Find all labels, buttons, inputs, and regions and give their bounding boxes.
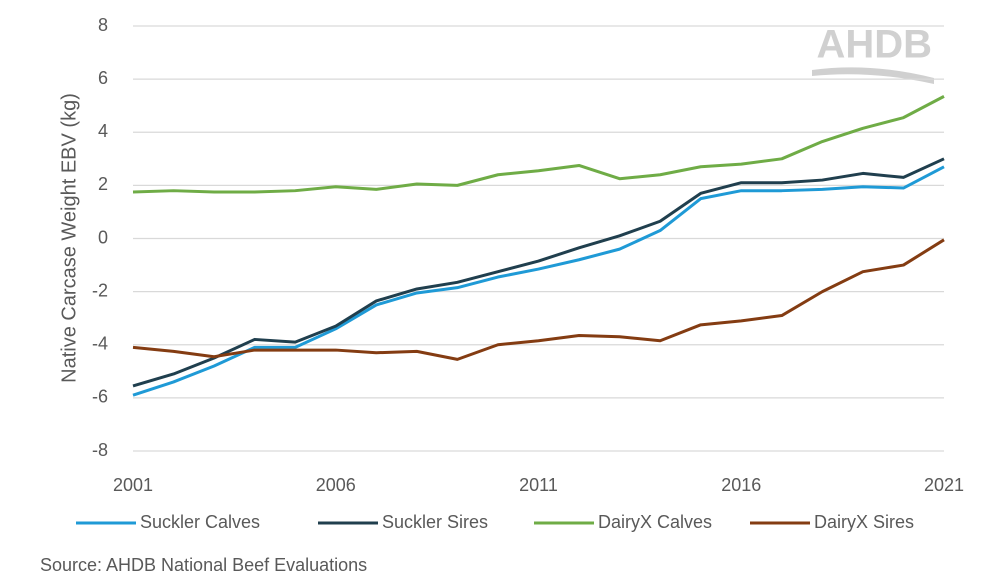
y-tick-label: 8 xyxy=(98,15,108,35)
legend-label: Suckler Sires xyxy=(382,512,488,532)
x-tick-label: 2011 xyxy=(519,475,558,495)
logo-swoosh xyxy=(812,67,934,84)
x-tick-label: 2021 xyxy=(924,475,964,495)
y-tick-label: -6 xyxy=(92,387,108,407)
legend-label: Suckler Calves xyxy=(140,512,260,532)
y-tick-label: 2 xyxy=(98,174,108,194)
legend-label: DairyX Sires xyxy=(814,512,914,532)
x-tick-label: 2006 xyxy=(316,475,356,495)
y-tick-label: -8 xyxy=(92,440,108,460)
source-note: Source: AHDB National Beef Evaluations xyxy=(40,555,367,575)
legend-label: DairyX Calves xyxy=(598,512,712,532)
series-line xyxy=(132,238,945,361)
y-tick-label: 0 xyxy=(98,227,108,247)
y-tick-label: -2 xyxy=(92,280,108,300)
series-line xyxy=(132,157,945,388)
logo: AHDB xyxy=(816,23,932,67)
x-tick-label: 2001 xyxy=(113,475,153,495)
y-tick-label: 6 xyxy=(98,68,108,88)
series-line xyxy=(132,95,945,194)
x-tick-label: 2016 xyxy=(721,475,761,495)
series-line xyxy=(132,165,945,397)
y-tick-label: 4 xyxy=(98,121,108,141)
y-tick-label: -4 xyxy=(92,334,108,354)
y-axis-label: Native Carcase Weight EBV (kg) xyxy=(58,93,80,383)
